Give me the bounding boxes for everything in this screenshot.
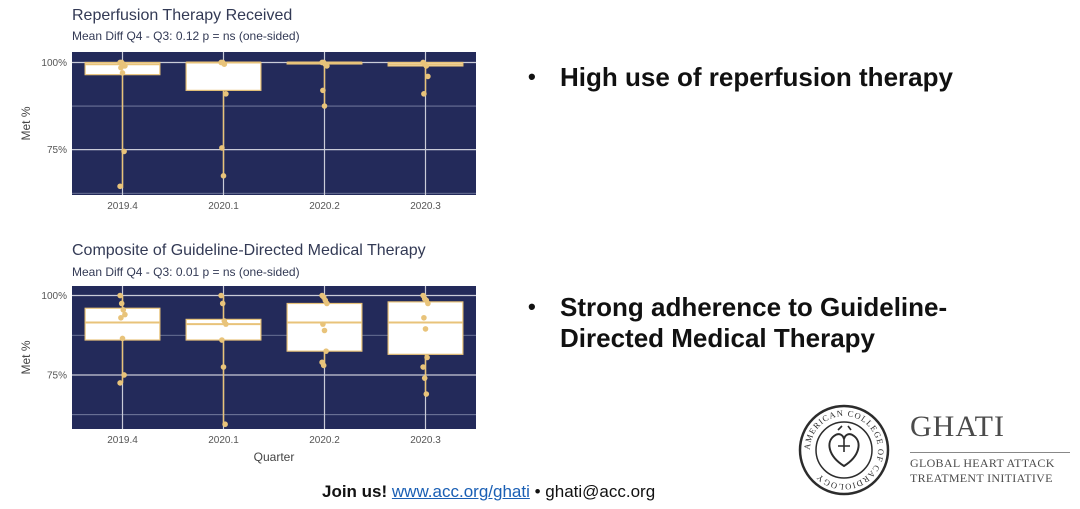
data-point	[321, 103, 328, 109]
data-point	[424, 354, 430, 361]
data-point	[421, 91, 427, 97]
data-point	[320, 321, 326, 327]
data-point	[121, 148, 127, 155]
x-tick-label: 2020.3	[410, 435, 441, 446]
data-point	[320, 87, 326, 94]
x-tick-label: 2019.4	[107, 435, 138, 446]
ghati-logo-subtitle: GLOBAL HEART ATTACK TREATMENT INITIATIVE	[910, 456, 1055, 486]
footer-website-link[interactable]: www.acc.org/ghati	[391, 482, 530, 501]
data-point	[122, 311, 128, 318]
ghati-divider	[910, 452, 1070, 453]
data-point	[425, 300, 431, 307]
footer-email: ghati@acc.org	[545, 482, 656, 501]
y-tick-label: 75%	[47, 370, 67, 381]
data-point	[324, 300, 330, 307]
x-tick-label: 2019.4	[107, 201, 138, 212]
acc-seal-icon: AMERICAN COLLEGE OF CARDIOLOGY	[798, 404, 890, 496]
data-point	[117, 183, 123, 190]
chart-title: Reperfusion Therapy Received	[72, 7, 292, 24]
data-point	[219, 300, 226, 307]
x-tick-label: 2020.3	[410, 201, 441, 212]
data-point	[422, 326, 429, 332]
plot-panel	[72, 52, 476, 195]
data-point	[119, 70, 126, 76]
x-tick-label: 2020.1	[208, 201, 239, 212]
data-point	[118, 64, 124, 71]
y-axis-label: Met %	[19, 340, 33, 374]
y-tick-label: 100%	[41, 291, 67, 302]
data-point	[221, 61, 228, 68]
data-point	[320, 362, 327, 369]
ghati-sub-line: GLOBAL HEART ATTACK	[910, 456, 1055, 470]
x-axis-label: Quarter	[254, 450, 295, 464]
data-point	[425, 73, 431, 80]
reperfusion-chart: Reperfusion Therapy Received Mean Diff Q4…	[19, 7, 476, 212]
data-point	[120, 307, 127, 313]
box-iqr	[84, 307, 161, 341]
data-point	[220, 173, 227, 179]
data-point	[121, 372, 127, 378]
box-iqr	[286, 302, 363, 352]
y-tick-label: 100%	[41, 58, 67, 69]
data-point	[324, 63, 330, 69]
data-point	[423, 63, 430, 69]
bullet-text: Strong adherence to Guideline-Directed M…	[560, 292, 948, 353]
ghati-sub-line: TREATMENT INITIATIVE	[910, 471, 1053, 485]
x-tick-label: 2020.2	[309, 435, 340, 446]
data-point	[118, 300, 125, 307]
data-point	[118, 314, 124, 321]
data-point	[222, 421, 228, 428]
x-tick-label: 2020.1	[208, 435, 239, 446]
data-point	[223, 91, 229, 97]
data-point	[218, 292, 224, 299]
bullet-item: • Strong adherence to Guideline-Directed…	[528, 292, 1048, 354]
box-iqr	[185, 61, 262, 91]
data-point	[117, 292, 123, 299]
bullet-symbol: •	[528, 294, 536, 319]
data-point	[421, 314, 427, 321]
data-point	[117, 380, 123, 386]
footer: Join us! www.acc.org/ghati • ghati@acc.o…	[322, 482, 655, 502]
chart-subtitle: Mean Diff Q4 - Q3: 0.01 p = ns (one-side…	[72, 265, 300, 279]
data-point	[220, 364, 227, 370]
data-point	[423, 391, 430, 397]
charts-area: Reperfusion Therapy Received Mean Diff Q4…	[19, 7, 476, 464]
footer-join-label: Join us!	[322, 482, 388, 501]
data-point	[421, 375, 428, 381]
data-point	[420, 364, 426, 370]
data-point	[119, 335, 126, 342]
x-tick-label: 2020.2	[309, 201, 340, 212]
ghati-logo-title: GHATI	[910, 410, 1005, 443]
data-point	[223, 321, 229, 327]
data-point	[321, 327, 328, 334]
footer-separator: •	[534, 482, 546, 501]
data-point	[219, 337, 225, 343]
y-axis-label: Met %	[19, 106, 33, 140]
data-point	[219, 145, 225, 151]
bullet-text: High use of reperfusion therapy	[560, 62, 953, 92]
gdmt-chart: Composite of Guideline-Directed Medical …	[19, 242, 476, 464]
chart-subtitle: Mean Diff Q4 - Q3: 0.12 p = ns (one-side…	[72, 29, 300, 43]
bullet-item: • High use of reperfusion therapy	[528, 62, 1048, 93]
data-point	[323, 348, 329, 354]
chart-title: Composite of Guideline-Directed Medical …	[72, 242, 426, 259]
y-tick-label: 75%	[47, 145, 67, 156]
bullet-symbol: •	[528, 64, 536, 89]
